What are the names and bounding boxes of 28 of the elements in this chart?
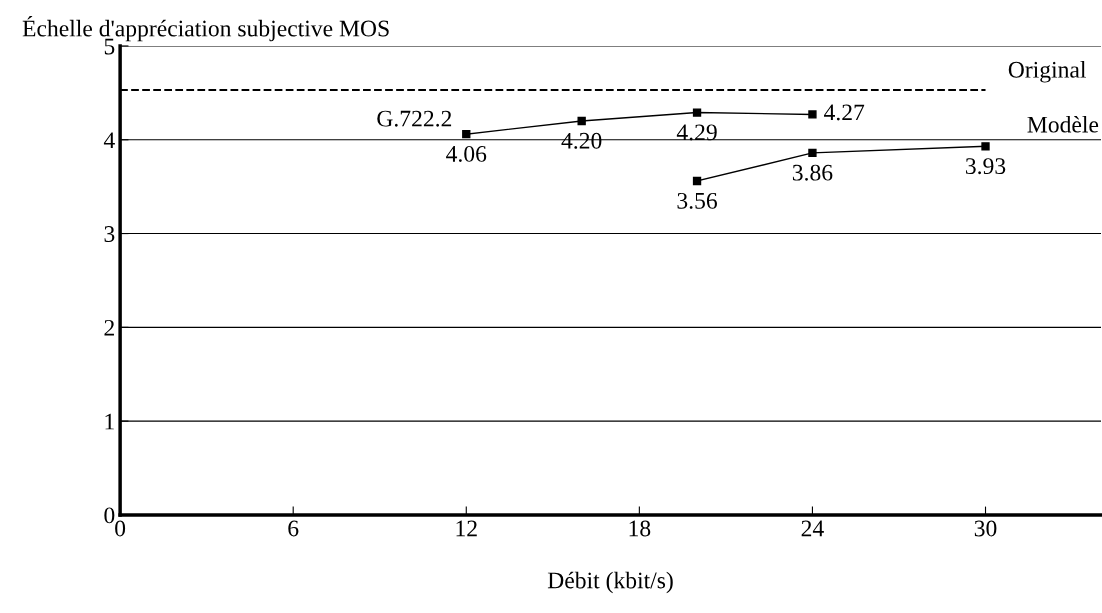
ref-line-label: Original: [1008, 61, 1086, 83]
point: [808, 110, 817, 119]
data-label: 4.27: [824, 104, 865, 121]
x-tick-label: 24: [801, 520, 824, 537]
point: [981, 142, 990, 151]
data-label: 3.93: [965, 158, 1006, 175]
data-label: 3.86: [792, 164, 833, 181]
y-tick-label: 2: [104, 319, 114, 336]
x-tick-label: 12: [456, 520, 477, 537]
x-tick-label: 0: [115, 520, 126, 537]
point: [577, 116, 586, 126]
point: [808, 148, 817, 158]
data-label: 3.56: [677, 192, 717, 209]
x-axis-title: Débit (kbit/s): [547, 571, 673, 594]
annotation: Modèle: [1027, 115, 1099, 133]
y-tick-label: 1: [105, 413, 114, 430]
point: [692, 108, 702, 117]
y-tick-label: 3: [104, 226, 115, 242]
x-tick-label: 6: [288, 520, 299, 537]
x-tick-label: 18: [629, 520, 651, 537]
point: [462, 129, 471, 139]
y-tick-label: 0: [104, 507, 115, 524]
x-tick-label: 30: [974, 520, 997, 537]
y-tick-label: 4: [103, 132, 115, 148]
series-label: G.722.2: [377, 110, 452, 127]
point: [692, 176, 702, 186]
data-label: 4.06: [446, 145, 487, 162]
data-label: 4.29: [676, 124, 717, 141]
